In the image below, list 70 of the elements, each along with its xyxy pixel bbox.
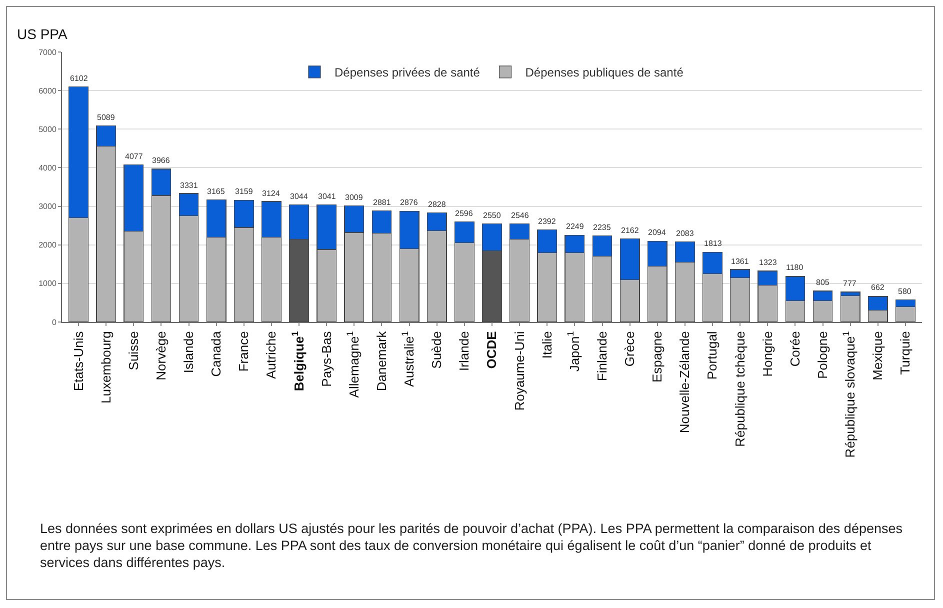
total-label: 3165 xyxy=(207,187,226,196)
x-tick-label: Canada xyxy=(208,330,224,377)
x-tick-label: Pologne xyxy=(814,331,830,379)
bar xyxy=(840,295,860,322)
x-tick-label: OCDE xyxy=(484,330,500,369)
x-tick-label: Grèce xyxy=(622,331,638,367)
total-label: 3009 xyxy=(345,193,364,202)
x-tick-label: Danemark xyxy=(374,330,389,392)
x-tick-label: Etats-Unis xyxy=(70,330,86,392)
total-label: 6102 xyxy=(70,74,88,83)
x-tick-label: Suisse xyxy=(126,331,141,370)
x-tick-label: Pays-Bas xyxy=(318,330,334,387)
x-tick-label: Portugal xyxy=(704,331,720,380)
total-label: 2881 xyxy=(373,198,392,207)
total-label: 2876 xyxy=(400,198,418,207)
y-tick-label: 5000 xyxy=(38,124,57,134)
x-tick-label: Nouvelle-Zélande xyxy=(677,331,692,434)
y-tick-label: 2000 xyxy=(38,240,57,250)
x-tick-label: Norvège xyxy=(153,331,168,380)
y-tick-label: 0 xyxy=(52,318,57,327)
y-tick-label: 6000 xyxy=(38,86,57,96)
y-tick-label: 1000 xyxy=(38,279,57,288)
total-label: 662 xyxy=(871,283,885,292)
total-label: 5089 xyxy=(97,113,116,122)
x-tick-label: Espagne xyxy=(650,331,665,383)
x-tick-label: Hongrie xyxy=(760,331,775,377)
x-tick-label: Royaume-Uni xyxy=(512,331,527,411)
total-label: 1813 xyxy=(704,239,722,248)
total-label: 3041 xyxy=(318,192,336,201)
total-label: 805 xyxy=(816,278,830,287)
x-tick-label: Corée xyxy=(787,331,802,367)
total-label: 1323 xyxy=(759,258,778,267)
total-label: 2546 xyxy=(511,211,530,220)
x-tick-label: Mexique xyxy=(870,331,886,380)
total-label: 2249 xyxy=(566,222,584,231)
y-axis-title: US PPA xyxy=(17,26,68,42)
x-tick-label: Turquie xyxy=(898,331,913,375)
total-label: 2083 xyxy=(676,229,694,238)
total-label: 2392 xyxy=(538,217,556,226)
total-label: 2162 xyxy=(621,226,640,235)
x-tick-label: République tchèque xyxy=(732,331,748,447)
total-label: 4077 xyxy=(125,152,144,161)
x-tick-label: Islande xyxy=(181,331,196,374)
legend-label: Dépenses privées de santé xyxy=(334,66,480,80)
x-tick-label: Autriche xyxy=(264,331,279,379)
total-label: 2094 xyxy=(648,228,666,237)
x-tick-label: Finlande xyxy=(594,331,610,382)
total-label: 3159 xyxy=(235,187,254,196)
total-label: 777 xyxy=(843,279,857,288)
text: Les données sont exprimées en dollars US ajustés pour les parités de pouvoir d’achat (PPA). Les PPA permettent la comparaison des dépenses entre pays sur une base commune. Les PPA sont des taux de conversion monétaire qui égalisent le coût d’un “panier” donné de produits et services dans différentes pays. xyxy=(40,520,904,571)
x-tick-label: Suède xyxy=(429,331,444,369)
total-label: 1180 xyxy=(786,263,804,272)
x-tick-label: Irlande xyxy=(456,331,472,371)
x-tick-label: Italie xyxy=(539,331,554,359)
total-label: 3966 xyxy=(152,156,170,165)
total-label: 2235 xyxy=(593,223,612,232)
total-label: 3124 xyxy=(262,189,280,198)
y-tick-label: 7000 xyxy=(38,48,57,57)
y-tick-label: 4000 xyxy=(38,164,57,173)
x-tick-label: France xyxy=(236,331,252,372)
total-label: 1361 xyxy=(731,257,750,266)
total-label: 2550 xyxy=(483,211,502,220)
total-label: 580 xyxy=(898,287,912,296)
total-label: 2596 xyxy=(455,209,474,218)
total-label: 3331 xyxy=(180,181,198,190)
x-tick-label: Luxembourg xyxy=(98,331,114,404)
total-label: 2828 xyxy=(428,200,446,209)
total-label: 3044 xyxy=(290,192,308,201)
legend-label: Dépenses publiques de santé xyxy=(525,66,684,80)
y-tick-label: 3000 xyxy=(38,202,57,212)
